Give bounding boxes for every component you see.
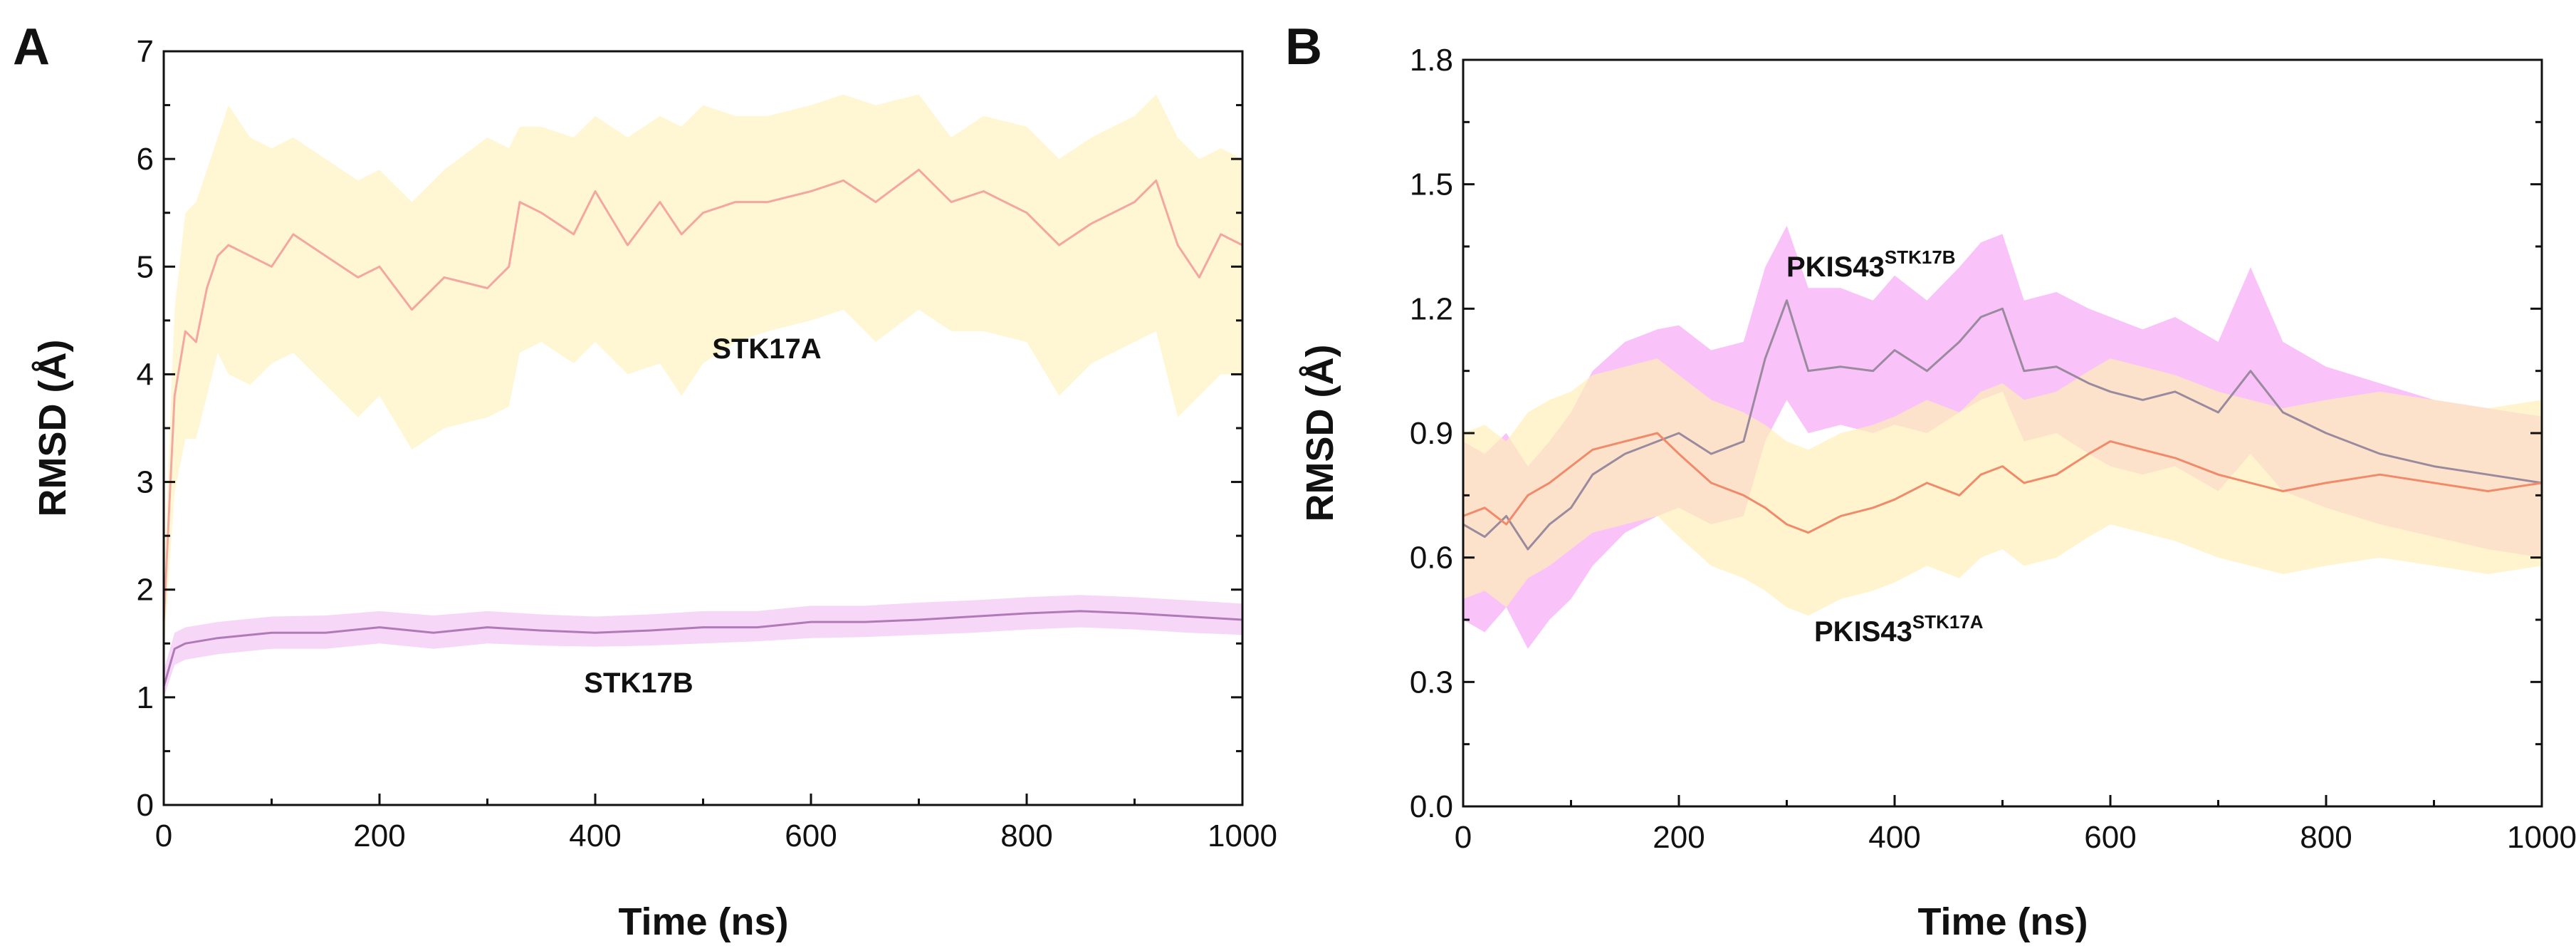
x-tick-label: 800 bbox=[1000, 819, 1052, 853]
series-band-pkis43-stk17a bbox=[1463, 358, 2542, 616]
x-tick-label: 400 bbox=[569, 819, 621, 853]
series-line-pkis43-stk17b bbox=[1462, 299, 2543, 551]
series-band-pkis43-stk17b bbox=[1463, 225, 2542, 649]
panel-b-x-axis-title: Time (ns) bbox=[1917, 900, 2088, 943]
panel-b-lines bbox=[1462, 299, 2543, 551]
annotation-pkis43-stk17b-main: PKIS43 bbox=[1786, 251, 1885, 283]
y-tick-label: 1.2 bbox=[1410, 291, 1453, 326]
x-tick-label: 200 bbox=[353, 819, 405, 853]
x-tick-label: 0 bbox=[1455, 820, 1472, 855]
annotation-pkis43-stk17a: PKIS43STK17A bbox=[1814, 611, 1984, 648]
panel-a-bands bbox=[164, 94, 1242, 697]
x-tick-label: 800 bbox=[2300, 820, 2352, 855]
panel-a-x-ticks: 0 200 400 600 800 1000 bbox=[155, 794, 1277, 853]
annotation-stk17a: STK17A bbox=[712, 333, 821, 365]
panel-a: A 0 200 400 600 800 1000 0 1 2 3 4 5 6 7 Time (ns) R… bbox=[13, 19, 1277, 943]
y-tick-label: 0.3 bbox=[1410, 665, 1453, 700]
panel-b: B 0 200 400 600 800 1000 0.0 0.3 0.6 0.9 1.2 1.5 1.… bbox=[1285, 19, 2576, 943]
y-tick-label: 4 bbox=[137, 357, 154, 392]
y-tick-label: 1.5 bbox=[1410, 167, 1453, 202]
y-tick-label: 0.9 bbox=[1410, 416, 1453, 451]
y-tick-label: 3 bbox=[137, 465, 154, 500]
x-tick-label: 0 bbox=[155, 819, 172, 853]
x-tick-label: 600 bbox=[785, 819, 837, 853]
panel-b-bands bbox=[1463, 225, 2542, 649]
y-tick-label: 7 bbox=[137, 34, 154, 69]
series-line-pkis43-stk17a bbox=[1462, 432, 2543, 534]
panel-b-y-axis-title: RMSD (Å) bbox=[1299, 345, 1341, 522]
y-tick-label: 5 bbox=[137, 249, 154, 284]
x-tick-label: 200 bbox=[1653, 820, 1705, 855]
panel-a-x-axis-title: Time (ns) bbox=[618, 900, 788, 943]
x-tick-label: 1000 bbox=[2507, 820, 2576, 855]
series-band-stk17b bbox=[164, 595, 1242, 697]
y-tick-label: 6 bbox=[137, 142, 154, 177]
y-tick-label: 0 bbox=[137, 788, 154, 823]
series-line-stk17a bbox=[162, 168, 1243, 623]
panel-a-lines bbox=[162, 168, 1243, 687]
annotation-stk17b: STK17B bbox=[584, 667, 693, 699]
panel-b-x-ticks: 0 200 400 600 800 1000 bbox=[1455, 795, 2576, 855]
y-tick-label: 0.6 bbox=[1410, 541, 1453, 576]
annotation-pkis43-stk17a-main: PKIS43 bbox=[1814, 616, 1912, 648]
y-tick-label: 1.8 bbox=[1410, 43, 1453, 78]
x-tick-label: 400 bbox=[1868, 820, 1920, 855]
panel-a-y-axis-title: RMSD (Å) bbox=[31, 340, 74, 517]
panel-a-letter: A bbox=[13, 19, 50, 76]
x-tick-label: 1000 bbox=[1208, 819, 1277, 853]
series-band-stk17a bbox=[164, 94, 1242, 655]
annotation-pkis43-stk17b: PKIS43STK17B bbox=[1786, 246, 1956, 283]
annotation-pkis43-stk17a-sup: STK17A bbox=[1912, 611, 1984, 633]
panel-b-letter: B bbox=[1285, 19, 1322, 76]
panel-b-y-ticks: 0.0 0.3 0.6 0.9 1.2 1.5 1.8 bbox=[1410, 43, 2542, 824]
annotation-pkis43-stk17b-sup: STK17B bbox=[1885, 246, 1956, 268]
y-tick-label: 2 bbox=[137, 573, 154, 608]
y-tick-label: 0.0 bbox=[1410, 789, 1453, 824]
y-tick-label: 1 bbox=[137, 680, 154, 715]
panel-a-y-ticks: 0 1 2 3 4 5 6 7 bbox=[137, 34, 1242, 823]
x-tick-label: 600 bbox=[2084, 820, 2136, 855]
series-line-stk17b bbox=[162, 610, 1243, 687]
